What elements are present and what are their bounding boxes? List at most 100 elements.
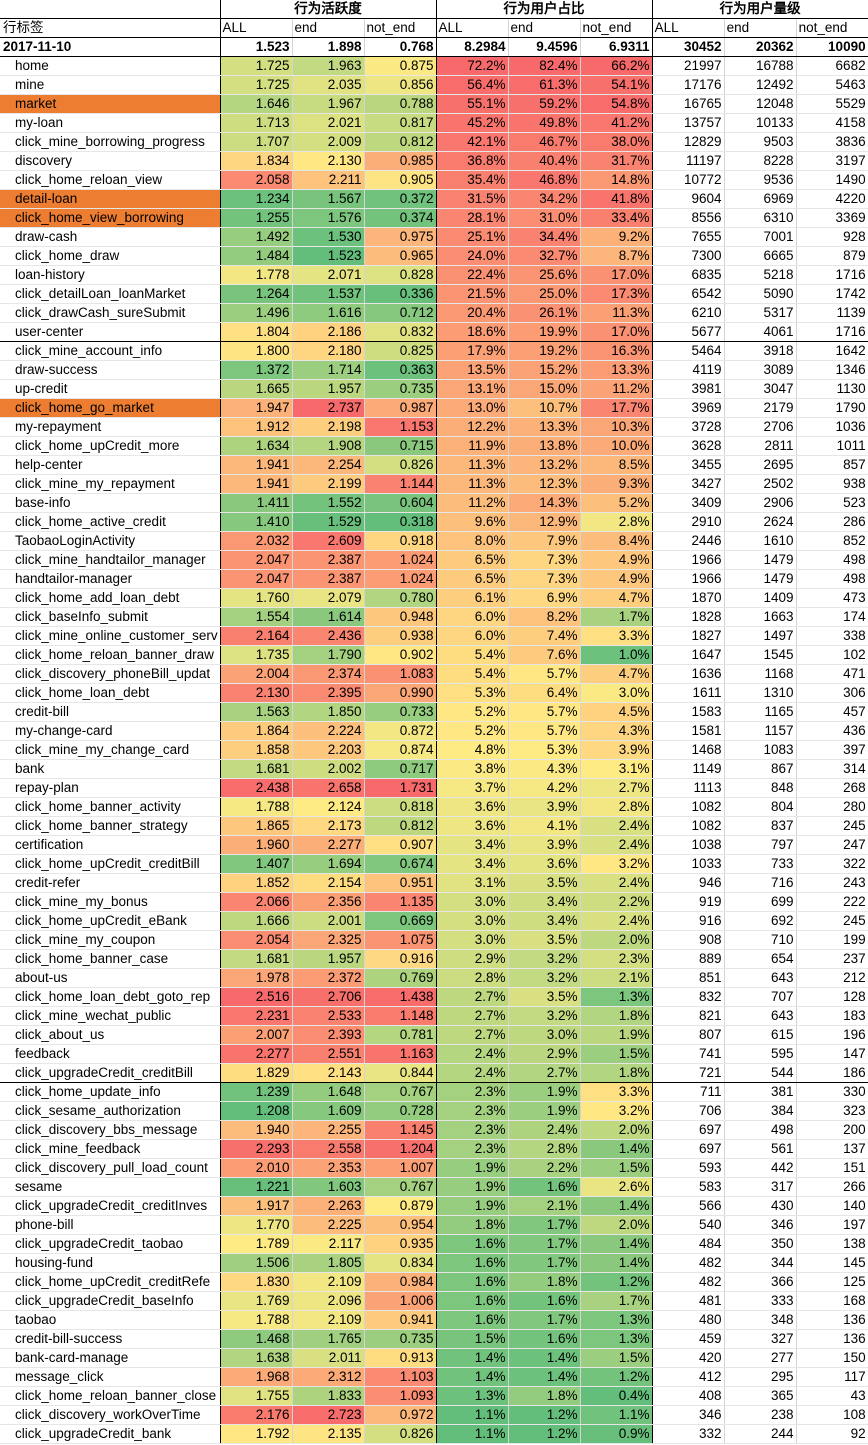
activity-not-end-cell[interactable]: 1.163 (364, 1044, 437, 1064)
ratio-end-cell[interactable]: 1.2% (508, 1405, 581, 1425)
volume-all-cell[interactable]: 2910 (652, 512, 725, 532)
volume-not-end-cell[interactable]: 4158 (796, 113, 868, 133)
activity-end-cell[interactable]: 2.109 (292, 1310, 365, 1330)
ratio-not-end-cell[interactable]: 4.7% (580, 664, 653, 684)
volume-end-cell[interactable]: 12492 (724, 75, 797, 95)
ratio-all-cell[interactable]: 5.4% (436, 664, 509, 684)
volume-end-cell[interactable]: 1310 (724, 683, 797, 703)
volume-end-cell[interactable]: 10133 (724, 113, 797, 133)
volume-end-cell[interactable]: 430 (724, 1196, 797, 1216)
activity-not-end-cell[interactable]: 0.902 (364, 645, 437, 665)
row-label[interactable]: click_detailLoan_loanMarket (0, 284, 221, 304)
volume-end-cell[interactable]: 244 (724, 1424, 797, 1444)
volume-not-end-cell[interactable]: 183 (796, 1006, 868, 1026)
ratio-all-cell[interactable]: 2.7% (436, 987, 509, 1007)
row-label[interactable]: click_home_upCredit_more (0, 436, 221, 456)
ratio-end-cell[interactable]: 2.1% (508, 1196, 581, 1216)
volume-end-cell[interactable]: 348 (724, 1310, 797, 1330)
volume-end-cell[interactable]: 561 (724, 1139, 797, 1159)
ratio-end-cell[interactable]: 1.7% (508, 1253, 581, 1273)
volume-all-cell[interactable]: 482 (652, 1272, 725, 1292)
row-label[interactable]: click_discovery_workOverTime (0, 1405, 221, 1425)
volume-end-cell[interactable]: 317 (724, 1177, 797, 1197)
activity-all-cell[interactable]: 1.864 (220, 721, 293, 741)
activity-all-cell[interactable]: 1.646 (220, 94, 293, 114)
activity-all-cell[interactable]: 1.492 (220, 227, 293, 247)
activity-not-end-cell[interactable]: 0.812 (364, 816, 437, 836)
volume-not-end-cell[interactable]: 136 (796, 1310, 868, 1330)
activity-not-end-cell[interactable]: 0.769 (364, 968, 437, 988)
ratio-end-cell[interactable]: 26.1% (508, 303, 581, 323)
activity-end-cell[interactable]: 1.567 (292, 189, 365, 209)
ratio-end-cell[interactable]: 15.0% (508, 379, 581, 399)
ratio-end-cell[interactable]: 10.7% (508, 398, 581, 418)
volume-not-end-cell[interactable]: 322 (796, 854, 868, 874)
activity-end-cell[interactable]: 1.765 (292, 1329, 365, 1349)
activity-all-cell[interactable]: 1.792 (220, 1424, 293, 1444)
volume-all-cell[interactable]: 916 (652, 911, 725, 931)
row-label[interactable]: draw-success (0, 360, 221, 380)
volume-not-end-cell[interactable]: 3836 (796, 132, 868, 152)
activity-all-cell[interactable]: 1.665 (220, 379, 293, 399)
activity-end-cell[interactable]: 1.908 (292, 436, 365, 456)
ratio-end-cell[interactable]: 8.2% (508, 607, 581, 627)
ratio-end-cell[interactable]: 5.7% (508, 664, 581, 684)
ratio-not-end-cell[interactable]: 4.9% (580, 550, 653, 570)
subheader-volume-not-end[interactable]: not_end (796, 18, 868, 38)
ratio-not-end-cell[interactable]: 2.8% (580, 512, 653, 532)
row-label[interactable]: click_upgradeCredit_creditInves (0, 1196, 221, 1216)
ratio-not-end-cell[interactable]: 33.4% (580, 208, 653, 228)
activity-not-end-cell[interactable]: 0.728 (364, 1101, 437, 1121)
volume-end-cell[interactable]: 12048 (724, 94, 797, 114)
volume-not-end-cell[interactable]: 1130 (796, 379, 868, 399)
row-label[interactable]: click_mine_my_bonus (0, 892, 221, 912)
ratio-end-cell[interactable]: 14.3% (508, 493, 581, 513)
ratio-not-end-cell[interactable]: 14.8% (580, 170, 653, 190)
volume-end-cell[interactable]: 2706 (724, 417, 797, 437)
ratio-end-cell[interactable]: 3.5% (508, 987, 581, 1007)
ratio-end-cell[interactable]: 4.3% (508, 759, 581, 779)
activity-end-cell[interactable]: 1.523 (292, 246, 365, 266)
volume-end-cell[interactable]: 867 (724, 759, 797, 779)
volume-not-end-cell[interactable]: 4220 (796, 189, 868, 209)
ratio-not-end-cell[interactable]: 1.9% (580, 1025, 653, 1045)
activity-all-cell[interactable]: 1.255 (220, 208, 293, 228)
ratio-not-end-cell[interactable]: 4.7% (580, 588, 653, 608)
row-label[interactable]: click_home_add_loan_debt (0, 588, 221, 608)
volume-not-end-cell[interactable]: 212 (796, 968, 868, 988)
activity-not-end-cell[interactable]: 0.826 (364, 455, 437, 475)
activity-not-end-cell[interactable]: 1.006 (364, 1291, 437, 1311)
ratio-end-cell[interactable]: 2.7% (508, 1063, 581, 1083)
activity-all-cell[interactable]: 1.411 (220, 493, 293, 513)
activity-end-cell[interactable]: 2.356 (292, 892, 365, 912)
ratio-not-end-cell[interactable]: 0.9% (580, 1424, 653, 1444)
ratio-all-cell[interactable]: 25.1% (436, 227, 509, 247)
volume-not-end-cell[interactable]: 1716 (796, 322, 868, 342)
volume-all-cell[interactable]: 6835 (652, 265, 725, 285)
volume-not-end-cell[interactable]: 498 (796, 569, 868, 589)
ratio-end-cell[interactable]: 12.3% (508, 474, 581, 494)
activity-not-end-cell[interactable]: 1.024 (364, 569, 437, 589)
activity-not-end-cell[interactable]: 0.374 (364, 208, 437, 228)
ratio-not-end-cell[interactable]: 54.1% (580, 75, 653, 95)
activity-not-end-cell[interactable]: 0.965 (364, 246, 437, 266)
volume-not-end-cell[interactable]: 43 (796, 1386, 868, 1406)
ratio-all-cell[interactable]: 1.6% (436, 1253, 509, 1273)
activity-all-cell[interactable]: 2.004 (220, 664, 293, 684)
volume-end-cell[interactable]: 544 (724, 1063, 797, 1083)
ratio-all-cell[interactable]: 11.3% (436, 474, 509, 494)
volume-not-end-cell[interactable]: 928 (796, 227, 868, 247)
ratio-not-end-cell[interactable]: 16.3% (580, 341, 653, 361)
summary-date[interactable]: 2017-11-10 (0, 37, 221, 57)
activity-not-end-cell[interactable]: 0.780 (364, 588, 437, 608)
row-label[interactable]: click_home_banner_strategy (0, 816, 221, 836)
volume-all-cell[interactable]: 412 (652, 1367, 725, 1387)
ratio-not-end-cell[interactable]: 9.3% (580, 474, 653, 494)
ratio-end-cell[interactable]: 5.3% (508, 740, 581, 760)
volume-not-end-cell[interactable]: 137 (796, 1139, 868, 1159)
ratio-not-end-cell[interactable]: 1.2% (580, 1367, 653, 1387)
activity-end-cell[interactable]: 2.737 (292, 398, 365, 418)
activity-end-cell[interactable]: 2.143 (292, 1063, 365, 1083)
volume-not-end-cell[interactable]: 397 (796, 740, 868, 760)
row-label[interactable]: draw-cash (0, 227, 221, 247)
